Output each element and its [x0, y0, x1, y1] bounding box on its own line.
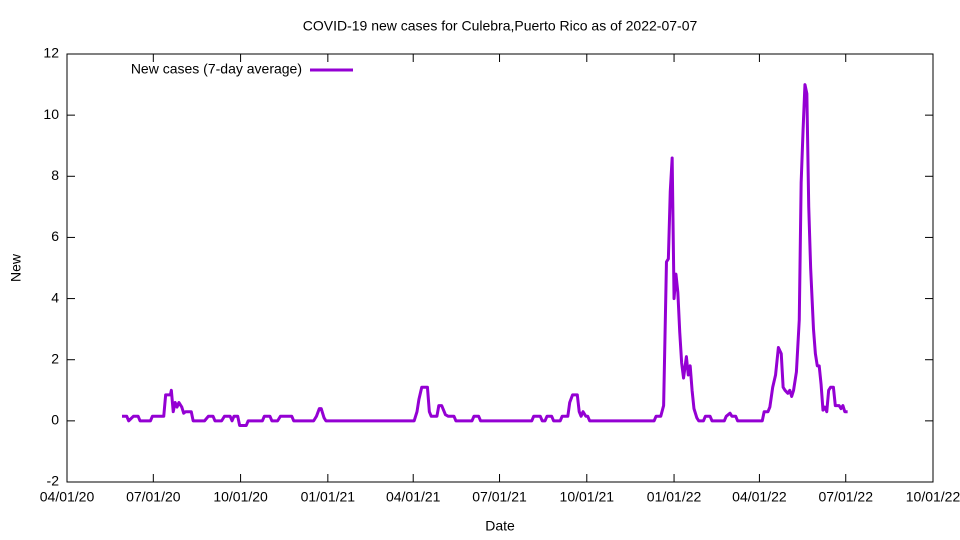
x-tick-label: 10/01/22	[906, 489, 960, 505]
y-tick-label: -2	[47, 473, 60, 489]
y-tick-label: 12	[43, 45, 59, 61]
y-tick-label: 0	[51, 412, 59, 428]
y-tick-label: 10	[43, 106, 59, 122]
x-tick-label: 01/01/21	[301, 489, 356, 505]
y-tick-label: 4	[51, 289, 59, 305]
x-tick-label: 10/01/21	[560, 489, 615, 505]
x-tick-label: 01/01/22	[647, 489, 702, 505]
x-tick-label: 07/01/20	[126, 489, 181, 505]
chart-title: COVID-19 new cases for Culebra,Puerto Ri…	[303, 18, 698, 34]
x-tick-label: 10/01/20	[213, 489, 268, 505]
x-axis-label: Date	[485, 518, 515, 534]
legend-label: New cases (7-day average)	[131, 61, 302, 77]
y-tick-label: 6	[51, 228, 59, 244]
y-tick-label: 8	[51, 167, 59, 183]
y-axis-label: New	[8, 253, 24, 282]
x-tick-label: 07/01/22	[818, 489, 873, 505]
x-tick-label: 04/01/20	[40, 489, 95, 505]
data-line	[122, 83, 848, 427]
x-tick-label: 07/01/21	[472, 489, 527, 505]
y-tick-label: 2	[51, 350, 59, 366]
x-tick-label: 04/01/21	[386, 489, 441, 505]
x-tick-label: 04/01/22	[732, 489, 787, 505]
